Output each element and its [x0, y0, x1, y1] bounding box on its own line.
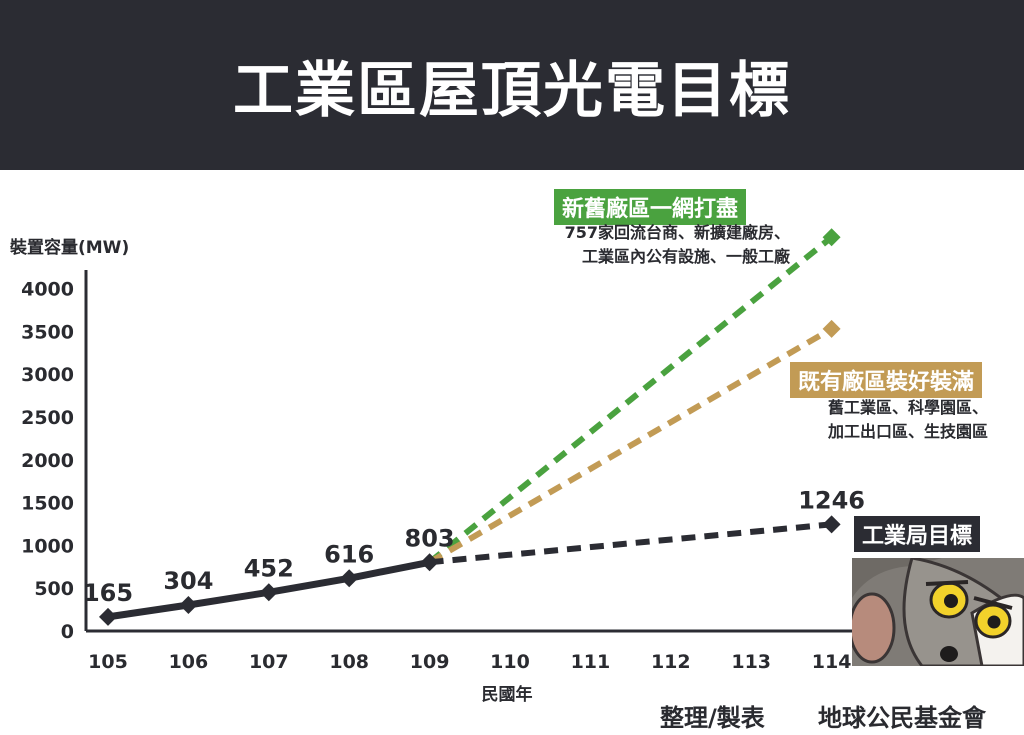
series-line	[429, 521, 832, 566]
organization-name: 地球公民基金會	[818, 704, 986, 732]
y-tick-label: 3000	[21, 364, 74, 386]
x-tick-label: 112	[651, 651, 691, 673]
x-tick-label: 114	[812, 651, 852, 673]
x-tick-label: 106	[169, 651, 209, 673]
header-bar: 工業區屋頂光電目標	[0, 0, 1024, 170]
data-point-marker	[822, 228, 841, 247]
data-value-label: 616	[324, 540, 374, 568]
green-desc-line-2: 工業區內公有設施、一般工廠	[581, 247, 790, 266]
x-axis-label: 民國年	[482, 684, 533, 705]
data-point-marker	[179, 595, 198, 614]
y-tick-label: 2000	[21, 450, 74, 472]
tan-scenario-desc: 舊工業區、科學園區、 加工出口區、生技園區	[828, 396, 988, 444]
data-value-label: 304	[163, 567, 213, 595]
y-axis-label: 裝置容量(MW)	[9, 237, 129, 258]
data-point-marker	[259, 583, 278, 602]
x-tick-label: 111	[571, 651, 611, 673]
data-value-label: 165	[83, 579, 133, 607]
page-title: 工業區屋頂光電目標	[233, 55, 791, 126]
data-point-marker	[99, 607, 117, 626]
tan-scenario-label: 既有廠區裝好裝滿	[790, 362, 983, 398]
data-point-marker	[420, 553, 439, 572]
y-tick-label: 0	[61, 621, 74, 643]
x-tick-label: 109	[410, 651, 450, 673]
y-tick-label: 1500	[21, 493, 74, 515]
data-point-marker	[822, 515, 841, 534]
x-tick-label: 110	[490, 651, 530, 673]
data-value-label: 1246	[798, 486, 865, 514]
tan-desc-line-1: 舊工業區、科學園區、	[827, 398, 988, 417]
green-desc-line-1: 757家回流台商、新擴建廠房、	[564, 223, 790, 242]
green-scenario-label: 新舊廠區一網打盡	[554, 189, 747, 225]
cartoon-cat-illustration	[852, 558, 1024, 666]
data-value-label: 803	[405, 524, 455, 552]
x-tick-label: 107	[249, 651, 289, 673]
data-value-label: 452	[244, 554, 294, 582]
line-chart: 裝置容量(MW) 民國年 0 500 1000 1500 2000 2500 3000 350…	[9, 228, 865, 705]
green-scenario-desc: 757家回流台商、新擴建廠房、 工業區內公有設施、一般工廠	[565, 221, 790, 269]
series-line	[428, 326, 834, 565]
x-tick-label: 113	[731, 651, 771, 673]
y-tick-label: 500	[34, 578, 74, 600]
data-point-marker	[822, 319, 841, 338]
y-tick-label: 1000	[21, 535, 74, 557]
x-tick-label: 105	[88, 651, 128, 673]
y-tick-label: 3500	[21, 321, 74, 343]
tan-desc-line-2: 加工出口區、生技園區	[827, 422, 988, 441]
y-tick-label: 4000	[21, 279, 74, 301]
series-line	[427, 234, 834, 565]
y-tick-label: 2500	[21, 407, 74, 429]
data-point-marker	[340, 569, 359, 588]
x-tick-label: 108	[329, 651, 369, 673]
credit-label: 整理/製表	[660, 704, 765, 732]
target-label: 工業局目標	[854, 516, 981, 552]
